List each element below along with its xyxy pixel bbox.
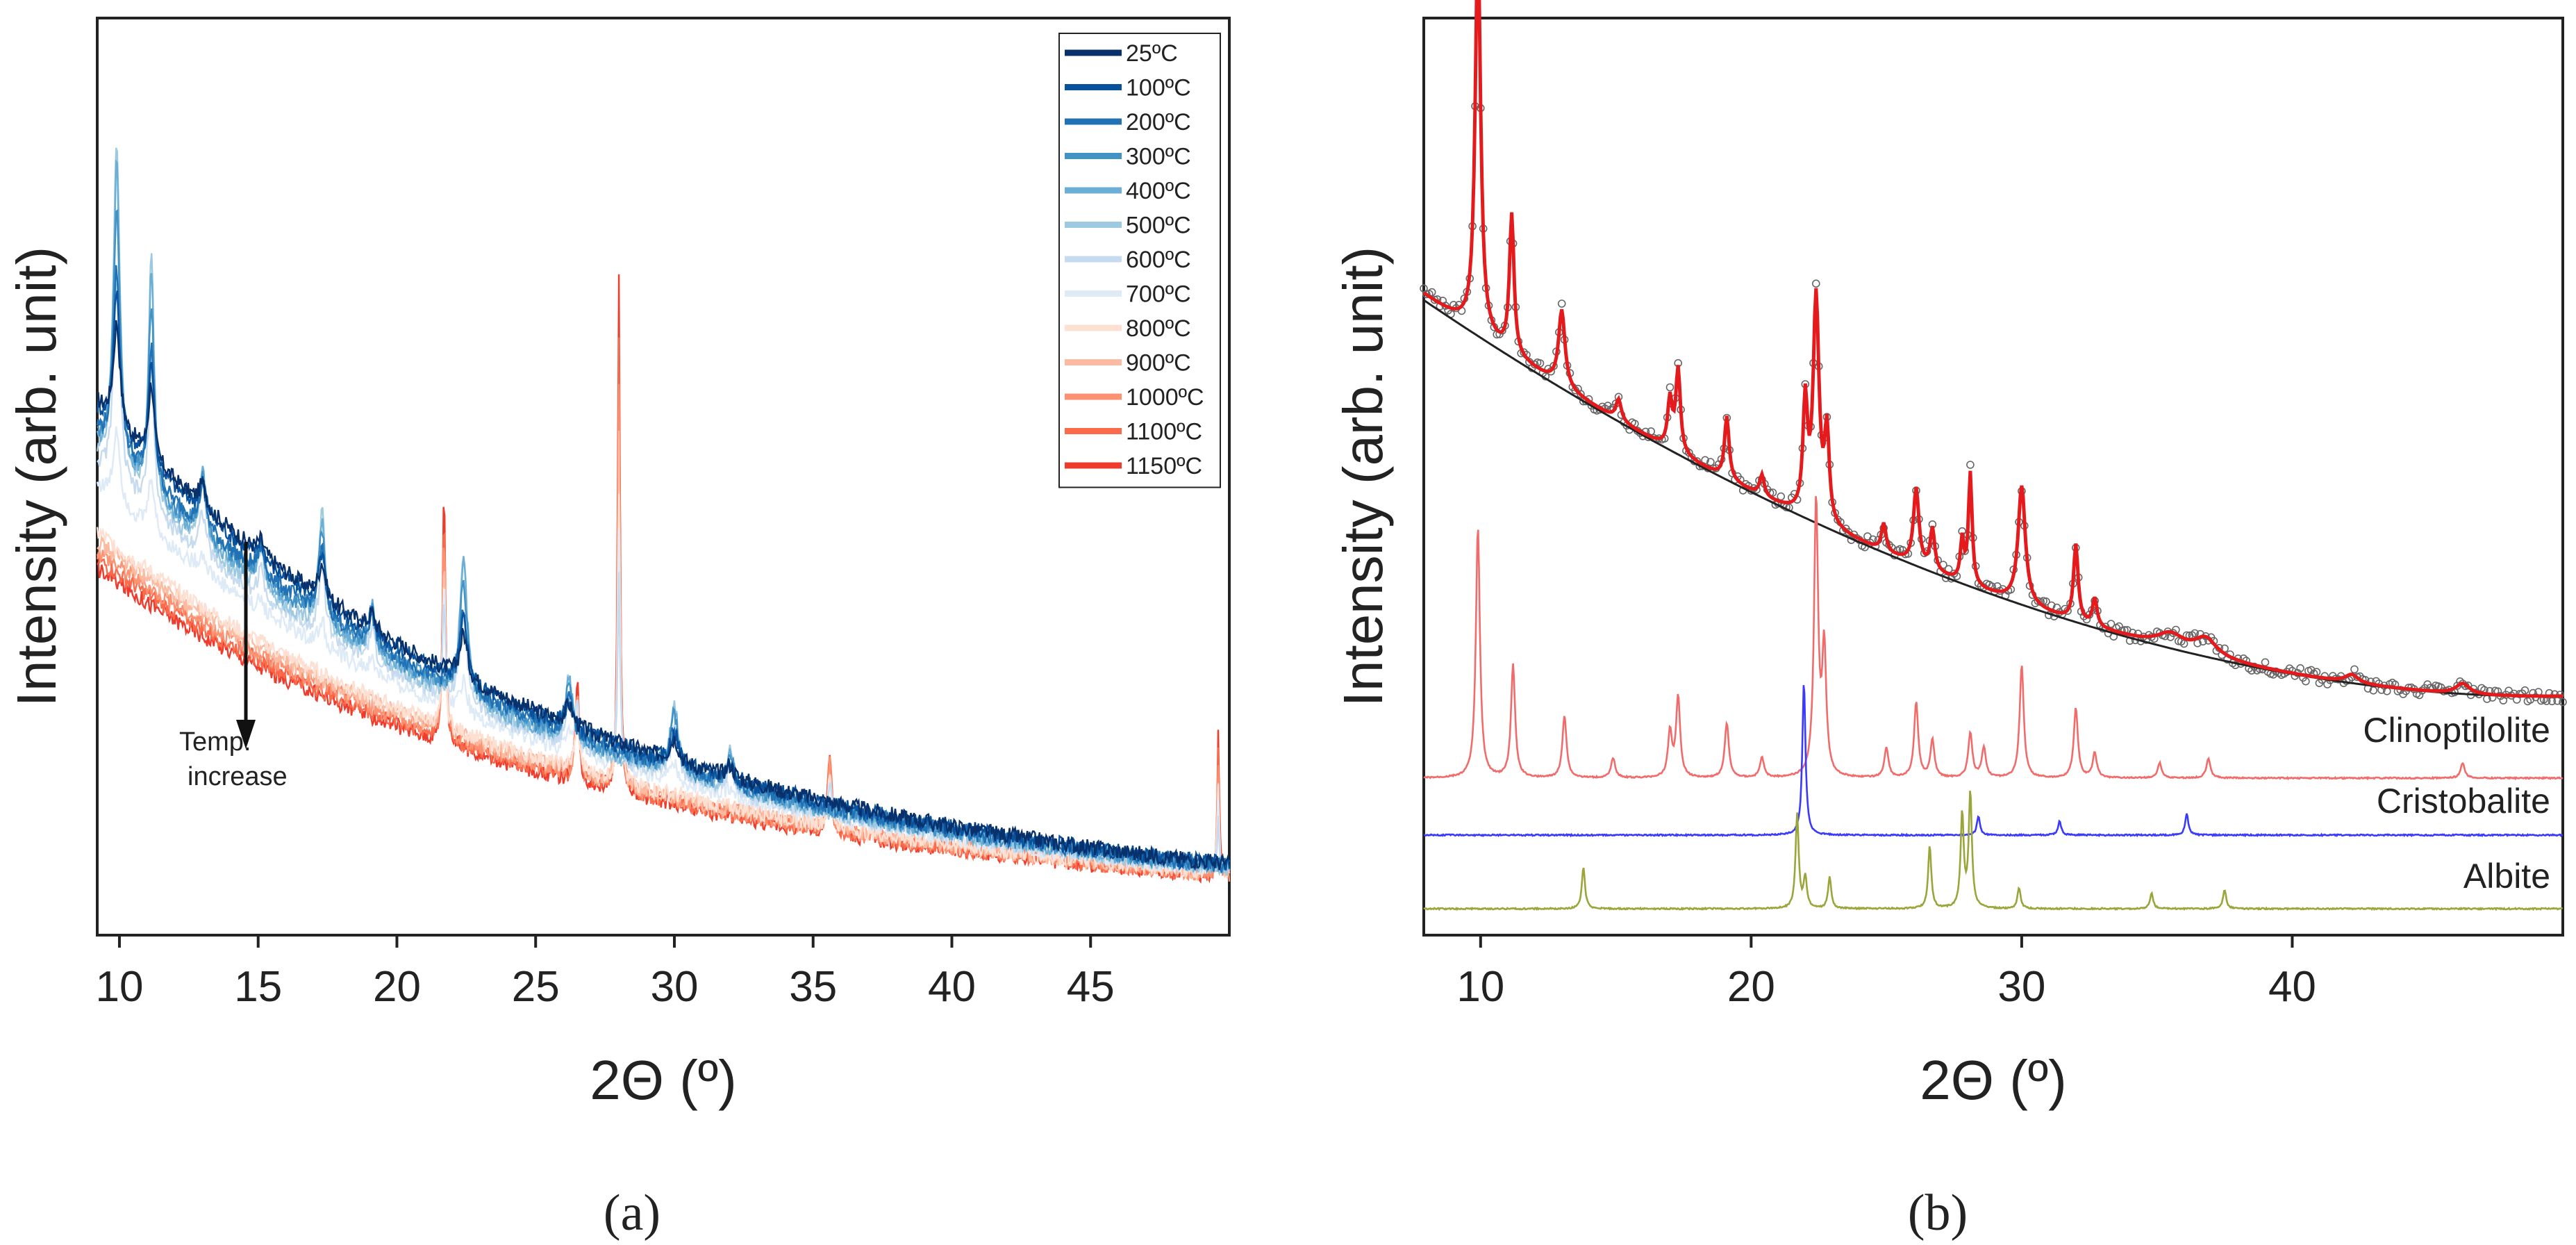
series-line-800ºC (96, 493, 1230, 879)
observed-point (2559, 698, 2567, 707)
observed-point (2323, 680, 2332, 689)
temp-increase-line2: increase (188, 762, 288, 791)
panel-a-y-axis-label: Intensity (arb. unit) (6, 247, 67, 707)
legend-label: 400ºC (1126, 178, 1191, 204)
panel-b-chart: 10 20 30 40 Intensity (arb. unit) 2Θ (º) Cl… (1332, 0, 2567, 1242)
observed-point (2106, 620, 2116, 628)
observed-point (2231, 661, 2240, 670)
x-tick-label: 40 (2268, 963, 2316, 1011)
observed-point (1665, 383, 1675, 392)
cristobalite-label: Cristobalite (2377, 782, 2550, 821)
observed-point (2191, 629, 2199, 638)
calculated-curve (1422, 0, 2563, 698)
legend-label: 900ºC (1126, 350, 1191, 377)
observed-point (2302, 677, 2310, 686)
x-tick-label: 35 (789, 963, 837, 1011)
observed-point (1768, 488, 1777, 497)
observed-point (1966, 461, 1975, 469)
legend-label: 25ºC (1126, 40, 1178, 67)
observed-point (2520, 686, 2529, 695)
albite-label: Albite (2463, 857, 2550, 896)
x-tick-label: 10 (95, 963, 143, 1011)
legend-label: 1150ºC (1126, 453, 1202, 479)
legend-label: 1000ºC (1126, 384, 1204, 411)
panel-b-x-ticks: 10 20 30 40 (1456, 935, 2316, 1011)
x-tick-label: 40 (928, 963, 976, 1011)
observed-point (2350, 665, 2359, 674)
legend-label: 500ºC (1126, 213, 1191, 239)
observed-point (1701, 456, 1709, 465)
legend-label: 800ºC (1126, 315, 1191, 342)
legend-label: 300ºC (1126, 144, 1191, 170)
x-tick-label: 30 (650, 963, 698, 1011)
panel-b-label: (b) (1908, 1185, 1968, 1242)
legend-label: 1100ºC (1126, 419, 1202, 445)
observed-point (1430, 295, 1439, 304)
panel-a-x-ticks: 10 15 20 25 30 35 40 45 (95, 935, 1115, 1011)
observed-point (2042, 597, 2050, 606)
observed-point (2296, 663, 2304, 673)
legend-label: 600ºC (1126, 247, 1191, 273)
observed-point (1577, 390, 1585, 399)
clinoptilolite-label: Clinoptilolite (2363, 711, 2550, 750)
panel-a-label: (a) (604, 1185, 660, 1242)
observed-point (2115, 622, 2123, 631)
x-tick-label: 10 (1456, 963, 1504, 1011)
panel-b-frame (1422, 17, 2564, 937)
series-line-1150ºC (96, 274, 1231, 884)
panel-b-x-axis-label: 2Θ (º) (1920, 1049, 2066, 1111)
observed-point (2261, 658, 2270, 667)
legend-label: 100ºC (1126, 75, 1191, 101)
observed-point (2179, 639, 2188, 648)
observed-point (1427, 288, 1436, 297)
legend-label: 700ºC (1126, 281, 1191, 308)
panel-b-y-axis-label: Intensity (arb. unit) (1332, 247, 1394, 707)
panel-a-frame (96, 17, 1231, 937)
panel-a-legend: 25ºC 100ºC 200ºC 300ºC 400ºC 500ºC 600ºC 700ºC 8… (1058, 33, 1221, 488)
x-tick-label: 20 (373, 963, 421, 1011)
x-tick-label: 45 (1067, 963, 1115, 1011)
temp-increase-arrowhead (236, 720, 256, 749)
reference-pattern-albite (1423, 791, 2563, 912)
observed-point (1812, 279, 1820, 288)
reference-pattern-cristobalite (1423, 685, 2563, 838)
x-tick-label: 20 (1727, 963, 1775, 1011)
panel-b-curves (1420, 0, 2567, 912)
reference-pattern-clinoptilolite (1423, 495, 2563, 781)
observed-point (1557, 299, 1566, 308)
temp-increase-line1: Temp. (179, 727, 251, 757)
observed-point (1706, 458, 1715, 466)
observed-point (1536, 359, 1545, 368)
x-tick-label: 30 (1997, 963, 2045, 1011)
x-tick-label: 25 (512, 963, 560, 1011)
observed-point (2369, 686, 2378, 695)
panel-a-x-axis-label: 2Θ (º) (590, 1049, 736, 1111)
series-line-25ºC (97, 320, 1231, 872)
panel-a-chart: 10 15 20 25 30 35 40 45 Intensity (arb. unit) 2… (6, 17, 1231, 1242)
legend-label: 200ºC (1126, 109, 1191, 135)
observed-point (2453, 682, 2461, 690)
panel-a-curves (96, 147, 1231, 884)
x-tick-label: 15 (234, 963, 282, 1011)
